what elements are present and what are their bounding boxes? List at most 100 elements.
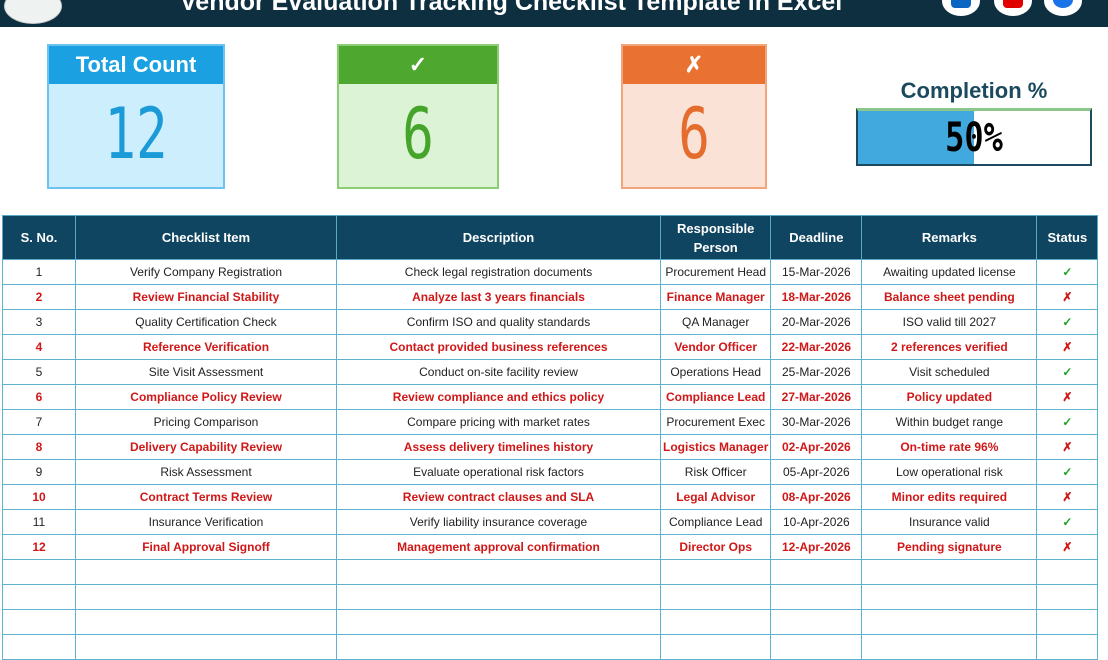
table-cell [2,584,76,610]
table-cell [770,584,863,610]
table-cell: Evaluate operational risk factors [336,459,661,485]
table-cell [659,634,772,660]
table-cell: Director Ops [659,534,772,560]
table-cell [1036,559,1099,585]
checklist-table: S. No. Checklist Item Description Responsib… [2,215,1099,660]
table-cell: 2 [2,284,76,310]
table-cell [1036,584,1099,610]
completed-count-card: ✓ 6 [337,44,499,189]
empty-row [2,609,1099,635]
table-cell: 02-Apr-2026 [770,434,863,460]
table-cell: 15-Mar-2026 [770,259,863,285]
youtube-icon [1003,0,1023,8]
table-cell: 10-Apr-2026 [770,509,863,535]
table-cell: Policy updated [861,384,1038,410]
cross-icon: ✗ [1036,384,1099,410]
website-button[interactable] [1044,0,1082,16]
table-cell: Pricing Comparison [75,409,337,435]
page-title: Vendor Evaluation Tracking Checklist Tem… [180,0,843,16]
table-cell: Reference Verification [75,334,337,360]
table-cell [2,634,76,660]
table-row: 10 Contract Terms Review Review contract c… [2,484,1099,510]
cross-icon: ✗ [1036,484,1099,510]
table-cell [861,559,1038,585]
linkedin-button[interactable] [942,0,980,16]
table-cell: Compliance Policy Review [75,384,337,410]
table-cell: 05-Apr-2026 [770,459,863,485]
table-cell: Insurance valid [861,509,1038,535]
check-icon: ✓ [1036,309,1099,335]
table-cell: Within budget range [861,409,1038,435]
table-row: 4 Reference Verification Contact provided … [2,334,1099,360]
table-cell: Compliance Lead [659,509,772,535]
empty-row [2,559,1099,585]
table-cell [75,634,337,660]
table-cell: Logistics Manager [659,434,772,460]
check-icon: ✓ [339,46,497,84]
pending-count-value: 6 [678,93,710,175]
table-cell: On-time rate 96% [861,434,1038,460]
table-cell: 10 [2,484,76,510]
table-cell [861,584,1038,610]
table-cell [1036,609,1099,635]
table-cell: Insurance Verification [75,509,337,535]
table-row: 3 Quality Certification Check Confirm ISO … [2,309,1099,335]
table-row: 5 Site Visit Assessment Conduct on-site fa… [2,359,1099,385]
table-cell: Review contract clauses and SLA [336,484,661,510]
table-cell [659,609,772,635]
website-icon [1053,0,1073,8]
cross-icon: ✗ [623,46,765,84]
table-cell [2,559,76,585]
table-cell [1036,634,1099,660]
table-cell [659,559,772,585]
column-header: Status [1036,215,1099,260]
table-cell: Conduct on-site facility review [336,359,661,385]
table-cell: 12-Apr-2026 [770,534,863,560]
table-cell: 2 references verified [861,334,1038,360]
column-header: Deadline [770,215,863,260]
table-cell: Risk Officer [659,459,772,485]
table-row: 2 Review Financial Stability Analyze last … [2,284,1099,310]
table-cell: Procurement Exec [659,409,772,435]
total-count-card: Total Count 12 [47,44,225,189]
completed-count-value: 6 [402,93,434,175]
table-cell: 30-Mar-2026 [770,409,863,435]
table-cell: Review compliance and ethics policy [336,384,661,410]
table-row: 1 Verify Company Registration Check legal … [2,259,1099,285]
table-cell: Legal Advisor [659,484,772,510]
completion-label: Completion % [900,78,1048,103]
empty-row [2,584,1099,610]
table-cell: Compare pricing with market rates [336,409,661,435]
table-cell: 6 [2,384,76,410]
table-cell: 27-Mar-2026 [770,384,863,410]
table-cell [659,584,772,610]
table-cell [2,609,76,635]
table-cell: Procurement Head [659,259,772,285]
table-row: 7 Pricing Comparison Compare pricing with … [2,409,1099,435]
table-cell [75,609,337,635]
table-cell: Low operational risk [861,459,1038,485]
youtube-button[interactable] [994,0,1032,16]
table-cell: Awaiting updated license [861,259,1038,285]
completion-bar: 50% [856,108,1092,166]
cross-icon: ✗ [1036,284,1099,310]
table-cell: 5 [2,359,76,385]
table-cell [861,609,1038,635]
total-count-label: Total Count [49,46,223,84]
total-count-value: 12 [104,93,168,175]
table-row: 8 Delivery Capability Review Assess delive… [2,434,1099,460]
table-cell [770,634,863,660]
table-cell: Verify Company Registration [75,259,337,285]
table-row: 12 Final Approval Signoff Management appro… [2,534,1099,560]
table-cell: Vendor Officer [659,334,772,360]
table-cell [336,609,661,635]
check-icon: ✓ [1036,259,1099,285]
table-cell: 25-Mar-2026 [770,359,863,385]
table-cell: Analyze last 3 years financials [336,284,661,310]
table-cell: 20-Mar-2026 [770,309,863,335]
table-cell: 11 [2,509,76,535]
table-cell [75,559,337,585]
cross-icon: ✗ [1036,334,1099,360]
table-cell: 08-Apr-2026 [770,484,863,510]
table-cell: 7 [2,409,76,435]
